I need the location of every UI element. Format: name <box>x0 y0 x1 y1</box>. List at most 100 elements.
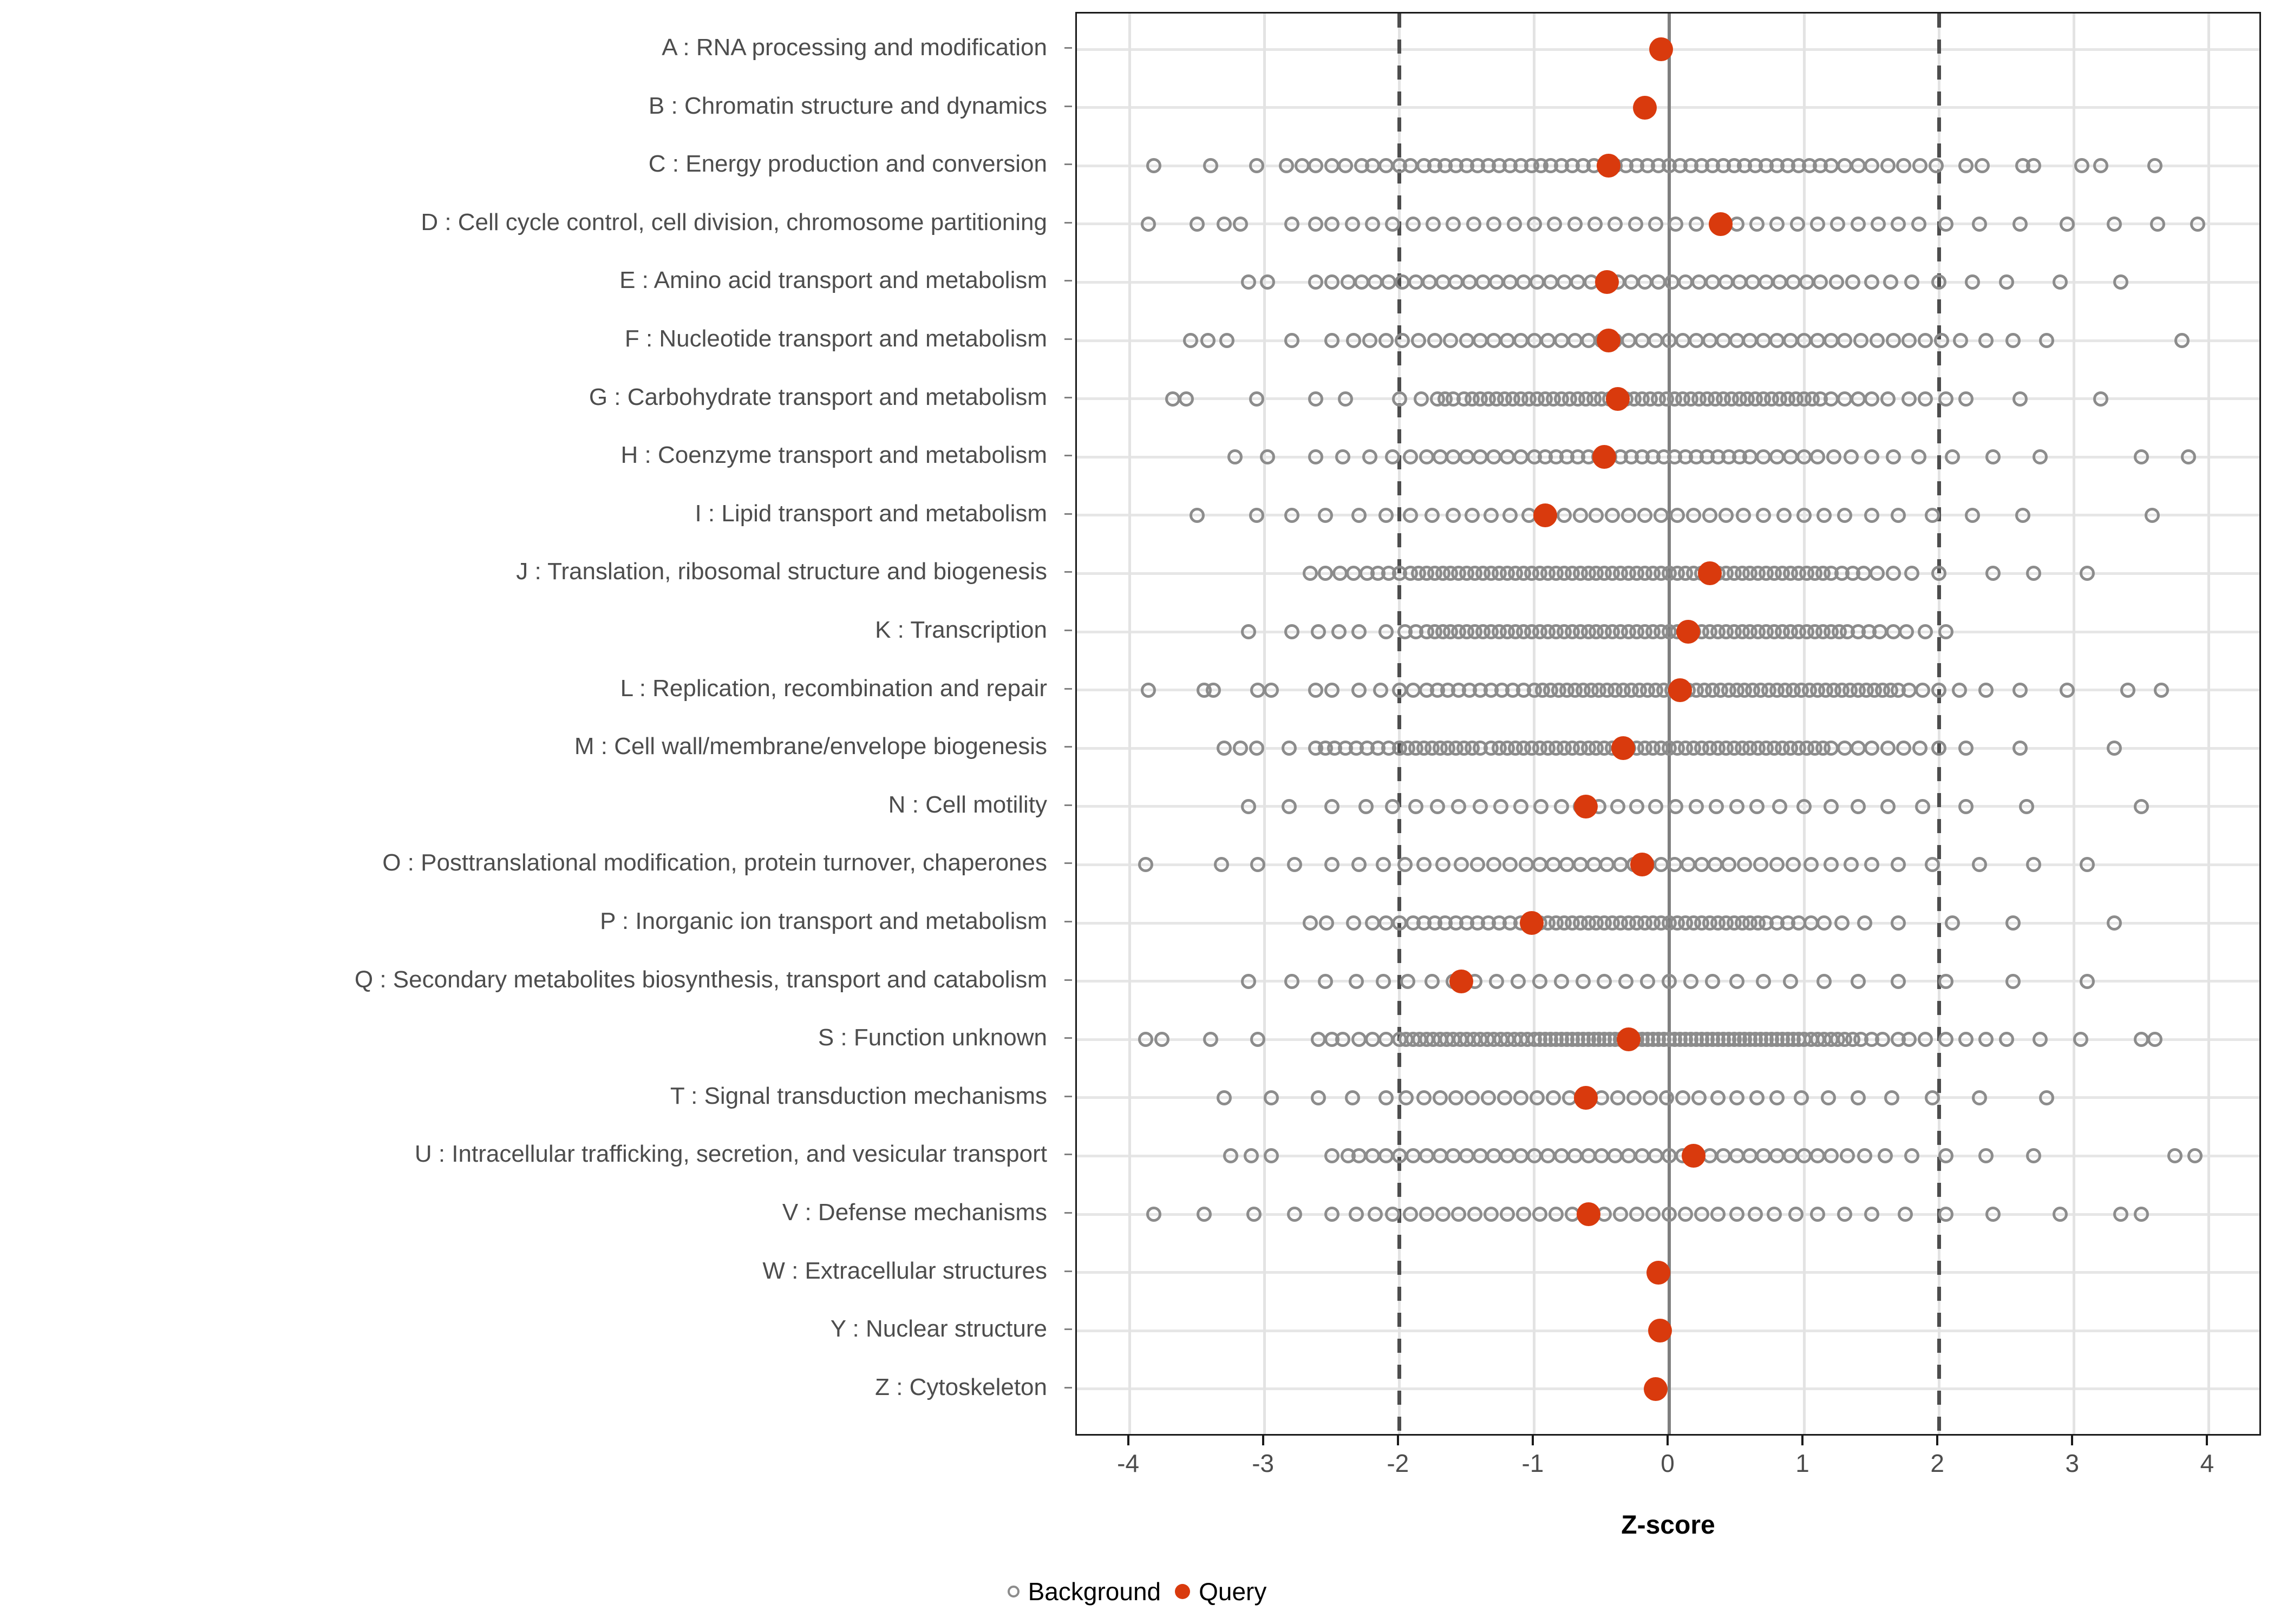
background-point <box>1857 1148 1873 1164</box>
background-point <box>1830 216 1846 232</box>
background-point <box>1749 1090 1765 1105</box>
background-point <box>1938 1032 1953 1047</box>
background-point <box>1869 333 1885 348</box>
background-point <box>1850 741 1866 756</box>
background-point <box>1978 1032 1994 1047</box>
background-point <box>1362 449 1377 465</box>
background-point <box>1497 1090 1513 1105</box>
background-point <box>1776 507 1792 523</box>
background-point <box>1729 1207 1744 1222</box>
background-point <box>1435 1207 1450 1222</box>
background-point <box>1317 507 1333 523</box>
x-axis-tick-label: -2 <box>1387 1449 1409 1477</box>
background-point <box>1364 158 1380 174</box>
query-point <box>1617 1027 1641 1052</box>
y-axis-tick <box>1064 455 1072 457</box>
background-point <box>1451 798 1467 814</box>
query-point <box>1708 212 1733 236</box>
background-point <box>1526 216 1542 232</box>
background-point <box>1465 507 1480 523</box>
background-point <box>1938 216 1953 232</box>
x-axis-tick-label: -1 <box>1521 1449 1544 1477</box>
y-axis-label-p: P : Inorganic ion transport and metaboli… <box>600 908 1047 934</box>
background-point <box>1613 1207 1629 1222</box>
background-point <box>1264 1090 1279 1105</box>
background-point <box>1284 507 1299 523</box>
background-point <box>2133 798 2149 814</box>
background-point <box>1572 507 1588 523</box>
background-point <box>1448 274 1464 290</box>
y-axis-label-y: Y : Nuclear structure <box>830 1315 1047 1343</box>
background-point <box>1826 449 1841 465</box>
y-axis-tick <box>1064 1095 1072 1097</box>
background-point <box>1749 216 1765 232</box>
background-point <box>1874 1032 1890 1047</box>
background-point <box>1278 158 1294 174</box>
background-point <box>1424 973 1440 989</box>
background-point <box>2080 857 2095 873</box>
y-axis-label-z: Z : Cytoskeleton <box>875 1373 1047 1400</box>
background-point <box>1998 274 2014 290</box>
background-point <box>1769 216 1785 232</box>
background-point <box>1885 566 1901 581</box>
background-point <box>1904 1148 1920 1164</box>
background-point <box>1796 449 1812 465</box>
background-point <box>1470 857 1486 873</box>
x-axis-tick <box>1667 1436 1669 1445</box>
background-point <box>1710 1090 1726 1105</box>
background-point <box>1918 1032 1933 1047</box>
background-point <box>1823 1148 1839 1164</box>
background-point <box>1688 216 1704 232</box>
background-point <box>1998 1032 2014 1047</box>
background-point <box>1196 1207 1212 1222</box>
background-point <box>1799 274 1815 290</box>
background-point <box>1511 973 1526 989</box>
background-point <box>2113 274 2129 290</box>
background-point <box>1416 857 1432 873</box>
background-point <box>2181 449 2197 465</box>
background-point <box>1344 216 1360 232</box>
y-axis-tick <box>1064 1212 1072 1214</box>
background-point <box>1742 333 1758 348</box>
y-axis-label-g: G : Carbohydrate transport and metabolis… <box>589 383 1047 410</box>
background-point <box>1924 1090 1940 1105</box>
background-point <box>1662 973 1677 989</box>
background-point <box>1899 624 1914 639</box>
background-point <box>1459 449 1475 465</box>
background-point <box>1621 507 1637 523</box>
background-point <box>1354 274 1370 290</box>
background-point <box>1385 798 1401 814</box>
background-point <box>1729 1148 1744 1164</box>
background-point <box>1669 507 1685 523</box>
background-point <box>1668 216 1684 232</box>
background-point <box>1250 682 1266 698</box>
background-point <box>1945 915 1961 931</box>
query-point <box>1576 1202 1600 1226</box>
background-point <box>1742 1148 1758 1164</box>
background-point <box>2025 857 2041 873</box>
background-point <box>1338 391 1354 407</box>
background-point <box>1408 274 1423 290</box>
background-point <box>1475 274 1491 290</box>
background-point <box>1645 1207 1661 1222</box>
background-point <box>1958 798 1974 814</box>
background-point <box>1303 566 1318 581</box>
background-point <box>2073 1032 2088 1047</box>
background-point <box>1812 274 1828 290</box>
y-axis-tick <box>1064 1270 1072 1272</box>
background-point <box>1378 1032 1394 1047</box>
background-point <box>1605 507 1620 523</box>
background-point <box>2107 915 2122 931</box>
background-point <box>2033 449 2048 465</box>
background-point <box>1216 1090 1232 1105</box>
background-point <box>1486 857 1502 873</box>
background-point <box>1249 741 1264 756</box>
background-point <box>1897 1207 1913 1222</box>
background-point <box>1637 274 1653 290</box>
background-point <box>1308 391 1324 407</box>
background-point <box>1880 158 1896 174</box>
background-point <box>1375 857 1391 873</box>
background-point <box>1446 449 1461 465</box>
background-point <box>1958 1032 1974 1047</box>
